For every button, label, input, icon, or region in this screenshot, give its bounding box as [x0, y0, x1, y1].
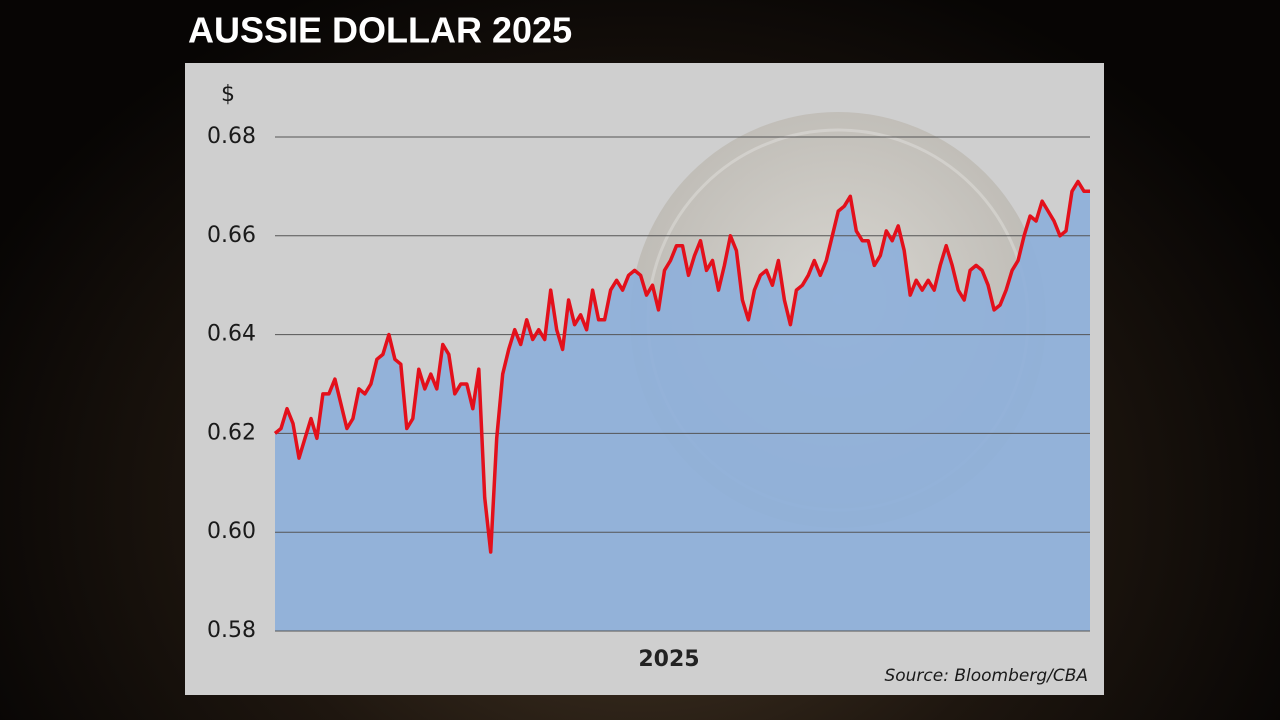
y-tick-label: 0.58 [207, 618, 256, 643]
line [273, 179, 1090, 554]
y-tick-label: 0.68 [207, 124, 256, 149]
y-tick-label: 0.62 [207, 420, 256, 445]
x-axis-label: 2025 [638, 647, 699, 672]
y-axis-label: $ [221, 82, 235, 107]
area [275, 181, 1090, 631]
source-note: Source: Bloomberg/CBA [884, 666, 1088, 686]
y-tick-label: 0.60 [207, 519, 256, 544]
plot-area: 0.58 0.60 0.62 0.64 0.66 0.68 [207, 124, 1090, 643]
chart-title: AUSSIE DOLLAR 2025 [188, 10, 572, 51]
y-tick-label: 0.64 [207, 322, 256, 347]
y-tick-label: 0.66 [207, 223, 256, 248]
